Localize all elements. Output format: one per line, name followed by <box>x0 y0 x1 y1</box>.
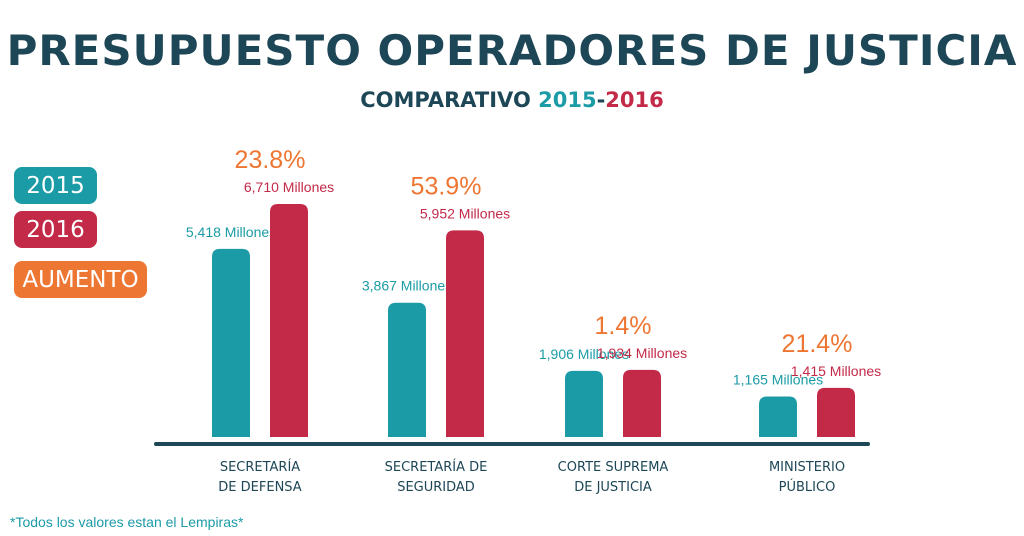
bar-2016-1 <box>270 204 308 437</box>
data-label-2015-2: 3,867 Millones <box>362 278 452 294</box>
subtitle-year-2016: 2016 <box>605 88 664 112</box>
bar-2016-4 <box>817 387 855 437</box>
data-label-2016-2: 5,952 Millones <box>420 205 510 221</box>
category-label-3-line-2: DE JUSTICIA <box>574 480 652 495</box>
data-label-2016-1: 6,710 Millones <box>244 179 334 195</box>
increase-label-3: 1.4% <box>595 312 652 340</box>
data-label-2015-4: 1,165 Millones <box>733 372 823 388</box>
bar-2015-1 <box>212 248 250 437</box>
increase-label-4: 21.4% <box>782 330 853 358</box>
legend-item-2015: 2015 <box>14 167 97 204</box>
footnote: *Todos los valores estan el Lempiras* <box>10 514 244 530</box>
bar-2016-2 <box>446 230 484 437</box>
page-title: PRESUPUESTO OPERADORES DE JUSTICIA <box>6 26 1018 75</box>
category-label-4-line-1: MINISTERIO <box>769 460 845 475</box>
category-label-2-line-1: SECRETARÍA DE <box>385 459 488 475</box>
bar-2016-3 <box>623 369 661 437</box>
legend-item-2016: 2016 <box>14 211 97 248</box>
data-label-2015-1: 5,418 Millones <box>186 224 276 240</box>
legend-item-aumento: AUMENTO <box>14 261 147 298</box>
bar-2015-2 <box>388 302 426 437</box>
increase-label-1: 23.8% <box>235 146 306 174</box>
subtitle-separator: - <box>596 88 606 112</box>
category-label-3-line-1: CORTE SUPREMA <box>558 460 669 475</box>
subtitle-year-2015: 2015 <box>538 88 597 112</box>
data-label-2015-3: 1,906 Millones <box>539 346 629 362</box>
subtitle-prefix: COMPARATIVO <box>360 88 531 112</box>
data-label-2016-3: 1,934 Millones <box>597 345 687 361</box>
category-label-4-line-2: PÚBLICO <box>779 479 836 495</box>
bar-2015-4 <box>759 396 797 437</box>
increase-label-2: 53.9% <box>411 172 482 200</box>
data-label-2016-4: 1,415 Millones <box>791 363 881 379</box>
page-subtitle: COMPARATIVO 2015-2016 <box>0 90 1024 111</box>
bar-2015-3 <box>565 370 603 437</box>
category-label-1-line-2: DE DEFENSA <box>218 480 301 495</box>
category-label-1-line-1: SECRETARÍA <box>220 459 300 475</box>
category-label-2-line-2: SEGURIDAD <box>397 480 475 495</box>
